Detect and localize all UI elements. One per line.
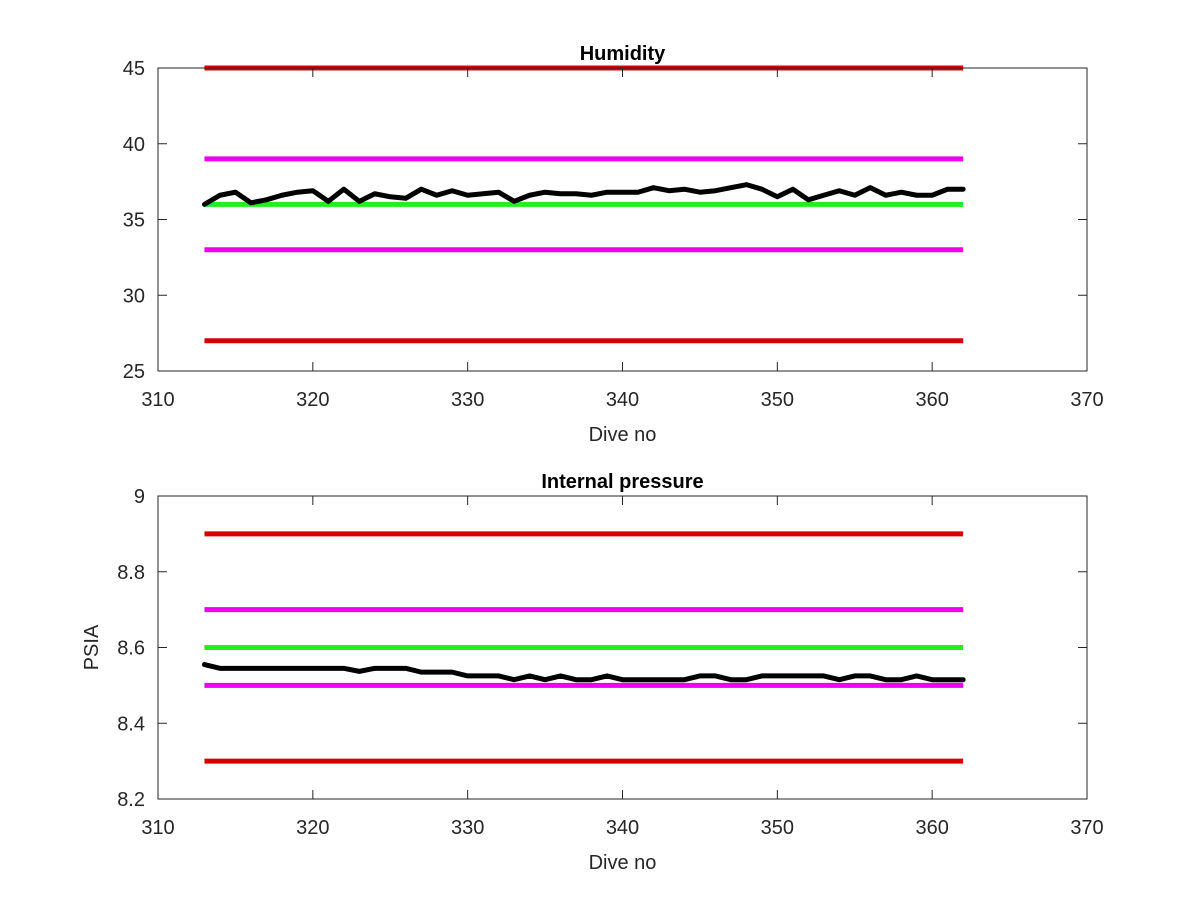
- y-axis-label: PSIA: [81, 624, 103, 670]
- x-tick-label: 350: [761, 389, 794, 411]
- chart-title: Internal pressure: [541, 471, 703, 493]
- x-tick-label: 360: [915, 389, 948, 411]
- data-series-line: [201, 662, 966, 683]
- y-tick-label: 9: [134, 486, 145, 508]
- x-tick-label: 310: [141, 389, 174, 411]
- x-tick-label: 340: [606, 389, 639, 411]
- x-tick-label: 330: [451, 389, 484, 411]
- x-tick-label: 370: [1070, 817, 1103, 839]
- y-tick-label: 45: [123, 58, 145, 80]
- x-tick-label: 370: [1070, 389, 1103, 411]
- x-tick-label: 320: [296, 817, 329, 839]
- data-series-line: [201, 182, 966, 207]
- y-tick-label: 8.8: [117, 562, 145, 584]
- y-tick-label: 30: [123, 285, 145, 307]
- x-axis-label: Dive no: [589, 424, 657, 446]
- y-tick-label: 8.4: [117, 713, 145, 735]
- x-tick-label: 330: [451, 817, 484, 839]
- x-tick-label: 350: [761, 817, 794, 839]
- x-tick-label: 360: [915, 817, 948, 839]
- chart-title: Humidity: [580, 43, 666, 65]
- x-tick-label: 310: [141, 817, 174, 839]
- y-tick-label: 8.2: [117, 789, 145, 811]
- y-tick-label: 40: [123, 134, 145, 156]
- axes-2: 310 320 330 340 350 360 370 8.2 8.4 8.6 8.8 9 Intern…: [81, 471, 1104, 874]
- y-tick-label: 25: [123, 361, 145, 383]
- axes-1: 310 320 330 340 350 360 370 25 30 35 40 45 Humidity D…: [123, 43, 1104, 446]
- x-tick-label: 320: [296, 389, 329, 411]
- y-tick-label: 35: [123, 210, 145, 232]
- y-tick-label: 8.6: [117, 638, 145, 660]
- x-tick-label: 340: [606, 817, 639, 839]
- plot-area: [158, 68, 1087, 371]
- x-axis-label: Dive no: [589, 852, 657, 874]
